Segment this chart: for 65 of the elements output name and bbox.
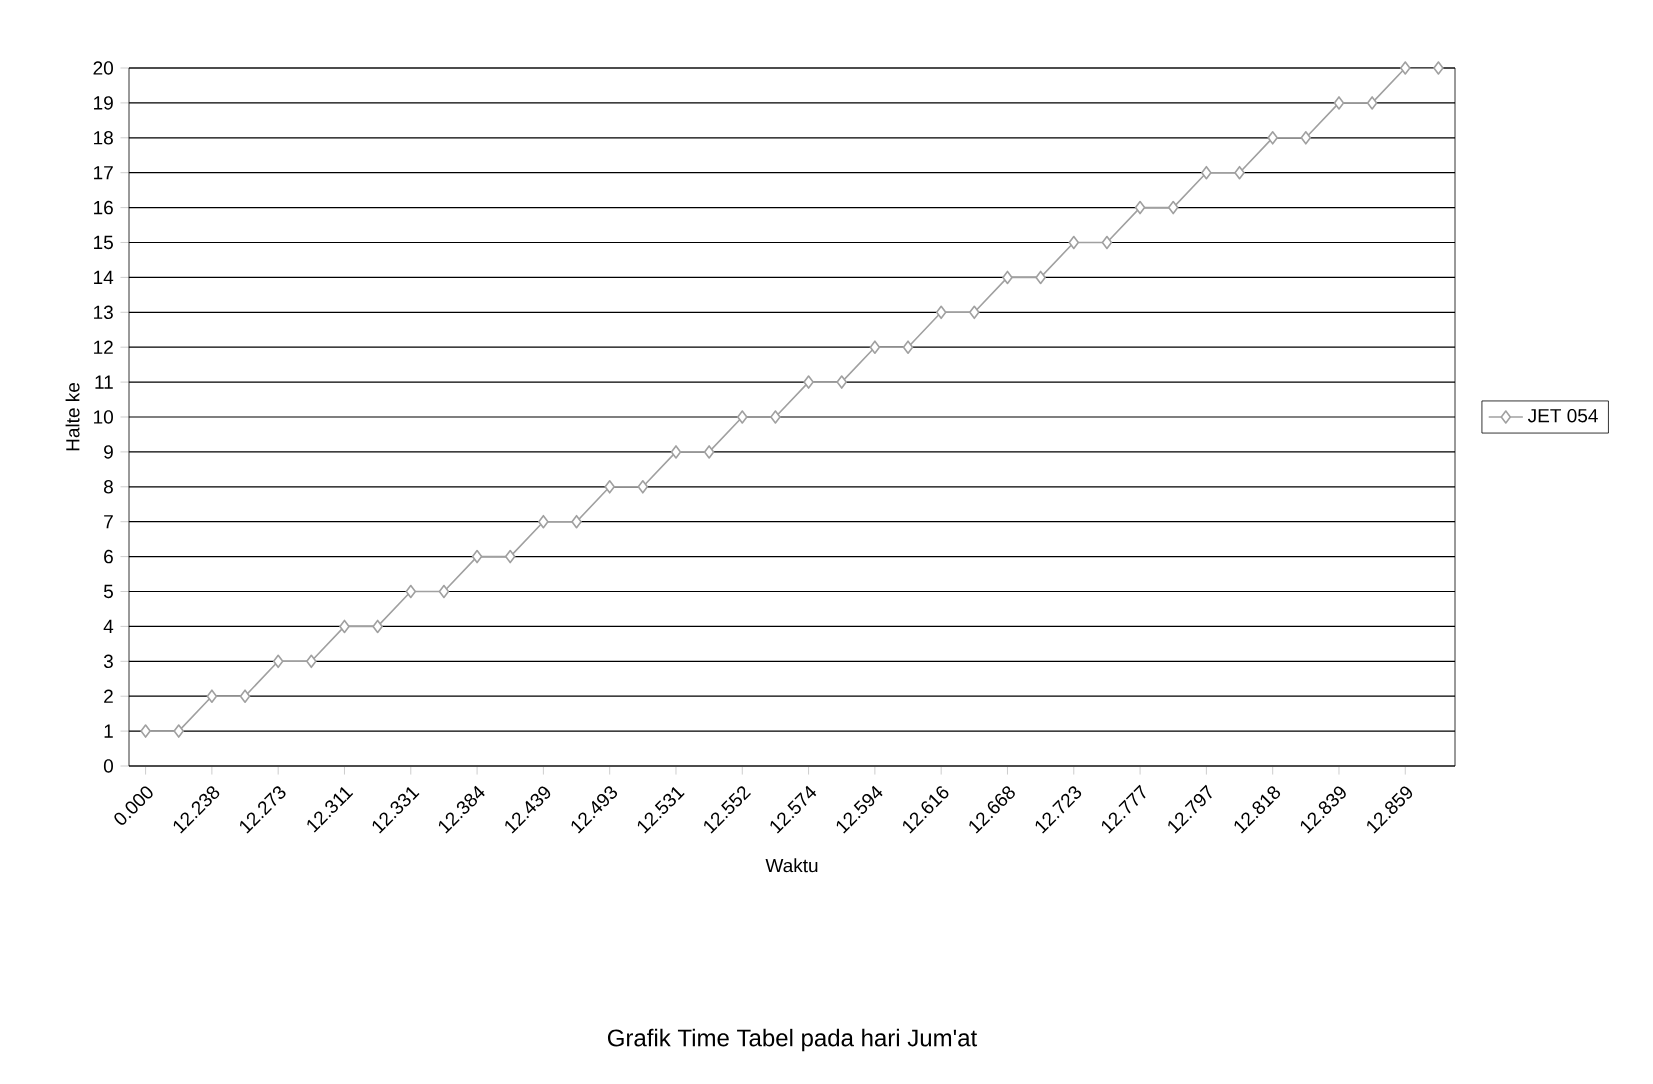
point <box>438 584 450 599</box>
point <box>1433 61 1444 75</box>
point <box>703 445 715 459</box>
point <box>372 619 383 634</box>
point <box>1399 61 1411 75</box>
point <box>869 340 881 354</box>
y-tick-label: 4 <box>103 619 114 633</box>
point <box>206 689 218 703</box>
y-tick-label: 9 <box>104 445 113 459</box>
point <box>736 410 748 424</box>
point <box>1035 270 1046 285</box>
y-axis-title: Halte ke <box>65 383 80 451</box>
point <box>471 549 483 564</box>
y-tick-label: 14 <box>94 270 114 284</box>
point <box>339 619 350 634</box>
point <box>604 480 615 494</box>
y-tick-label: 3 <box>103 654 113 669</box>
y-tick-label: 15 <box>94 235 113 250</box>
y-tick-label: 8 <box>103 480 113 494</box>
y-tick-label: 16 <box>94 200 113 215</box>
y-tick-label: 19 <box>94 96 113 110</box>
y-tick-label: 6 <box>104 549 113 564</box>
point <box>1300 131 1312 145</box>
point <box>1068 235 1080 250</box>
point <box>1167 200 1179 215</box>
y-tick-label: 12 <box>94 340 113 354</box>
point <box>1267 131 1278 145</box>
y-tick-label: 20 <box>93 61 113 75</box>
text: Grafik Time Tabel pada hari Jum'at <box>607 1028 978 1052</box>
point <box>405 584 417 599</box>
point <box>1234 165 1245 180</box>
y-tick-label: 11 <box>95 375 113 389</box>
point <box>836 375 848 389</box>
point <box>670 445 682 459</box>
point <box>1333 96 1345 110</box>
y-tick-label: 1 <box>104 724 113 738</box>
point <box>770 410 781 424</box>
point <box>306 654 317 669</box>
legend-label: JET 054 <box>1527 408 1598 423</box>
point <box>140 724 151 738</box>
point <box>1201 165 1212 180</box>
point <box>935 305 947 320</box>
point <box>272 654 284 669</box>
point <box>1101 235 1113 250</box>
y-tick-label: 18 <box>94 131 113 145</box>
point <box>1366 96 1378 110</box>
y-tick-label: 2 <box>104 689 113 703</box>
point <box>969 305 980 320</box>
y-tick-label: 7 <box>104 515 113 529</box>
point <box>538 514 549 529</box>
point <box>1002 270 1013 285</box>
point <box>173 724 185 738</box>
y-tick-label: 0 <box>103 759 113 773</box>
x-axis-title: Waktu <box>765 858 818 873</box>
point <box>1134 200 1146 215</box>
point <box>803 375 814 389</box>
point <box>637 480 649 494</box>
point <box>902 340 914 354</box>
point <box>239 689 251 703</box>
y-tick-label: 10 <box>94 410 113 424</box>
y-tick-label: 13 <box>94 305 113 320</box>
y-tick-label: 17 <box>94 166 113 180</box>
point <box>504 549 516 564</box>
point <box>571 514 582 529</box>
y-tick-label: 5 <box>103 584 113 599</box>
